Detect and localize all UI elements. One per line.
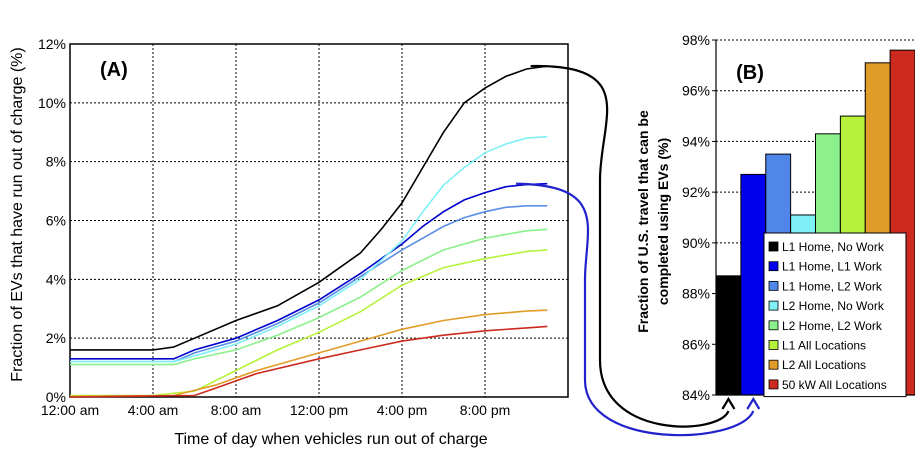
legend-label-6: L2 All Locations	[782, 358, 866, 372]
legend-swatch-4	[768, 320, 779, 331]
legend-label-7: 50 kW All Locations	[782, 378, 887, 392]
panel-label-a: (A)	[100, 59, 128, 81]
connector-arrows	[516, 64, 761, 437]
y-tick-label-b: 98%	[682, 32, 710, 48]
legend-box	[763, 232, 907, 398]
plot-frame-a	[69, 43, 569, 398]
y-tick-label: 2%	[46, 330, 66, 346]
y-tick-label: 12%	[38, 36, 66, 52]
series-line-6	[69, 309, 548, 398]
y-axis-title: Fraction of EVs that have run out of cha…	[9, 47, 26, 381]
connector-arrow-black	[530, 64, 730, 428]
y-tick-label: 0%	[46, 389, 66, 405]
series-line-0	[70, 65, 548, 351]
y-axis-title-b-line1: Fraction of U.S. travel that can be	[635, 110, 651, 333]
bar-1	[740, 173, 767, 396]
line-chart-panel-a: 12:00 am 4:00 am 8:00 am 12:00 pm 4:00 pm 8:0…	[9, 36, 569, 448]
y-tick-label-b: 88%	[682, 286, 710, 302]
y-tick-label: 6%	[46, 213, 66, 229]
legend-swatch-7	[768, 379, 779, 390]
connector-arrowhead-black	[721, 396, 736, 410]
y-tick-label-b: 92%	[682, 184, 710, 200]
legend-label-3: L2 Home, No Work	[782, 299, 885, 313]
legend-label-4: L2 Home, L2 Work	[782, 319, 883, 333]
y-tick-label-b: 94%	[682, 133, 710, 149]
series-line-1	[70, 182, 548, 360]
x-tick-label: 8:00 am	[211, 402, 262, 418]
series-line-3	[70, 135, 548, 363]
y-axis-title-b-line2: completed using EVs (%)	[655, 138, 671, 305]
legend-swatch-1	[768, 261, 779, 272]
legend-swatch-3	[768, 300, 779, 311]
connector-arrowhead-blue	[746, 396, 761, 410]
y-tick-label: 4%	[46, 271, 66, 287]
series-line-4	[70, 228, 548, 366]
series-line-2	[70, 205, 548, 363]
y-tick-label: 8%	[46, 154, 66, 170]
y-tick-label: 10%	[38, 95, 66, 111]
x-axis-title: Time of day when vehicles run out of cha…	[174, 431, 487, 448]
series-line-7	[69, 325, 548, 398]
x-tick-label: 12:00 pm	[290, 402, 348, 418]
legend-label-0: L1 Home, No Work	[782, 240, 885, 254]
y-tick-label-b: 84%	[682, 387, 710, 403]
legend-swatch-0	[768, 241, 779, 252]
y-axis-title-b: Fraction of U.S. travel that can be compl…	[635, 110, 671, 333]
legend-label-5: L1 All Locations	[782, 339, 866, 353]
y-tick-label-b: 86%	[682, 336, 710, 352]
y-tick-label-b: 96%	[682, 83, 710, 99]
connector-arrow-blue	[516, 182, 755, 437]
x-tick-label: 4:00 am	[128, 402, 179, 418]
x-tick-label: 8:00 pm	[460, 402, 511, 418]
bar-0	[715, 275, 742, 396]
y-tick-label-b: 90%	[682, 235, 710, 251]
legend-label-1: L1 Home, L1 Work	[782, 260, 883, 274]
legend-swatch-2	[768, 280, 779, 291]
legend-swatch-6	[768, 359, 779, 370]
x-tick-label: 4:00 pm	[377, 402, 428, 418]
panel-label-b: (B)	[736, 62, 764, 84]
bar-chart-panel-b: 84% 86% 88% 90% 92% 94% 96% 98% (B) Fraction of U…	[635, 32, 915, 403]
legend-label-2: L1 Home, L2 Work	[782, 279, 883, 293]
legend-swatch-5	[768, 340, 779, 350]
x-tick-label: 12:00 am	[41, 402, 99, 418]
